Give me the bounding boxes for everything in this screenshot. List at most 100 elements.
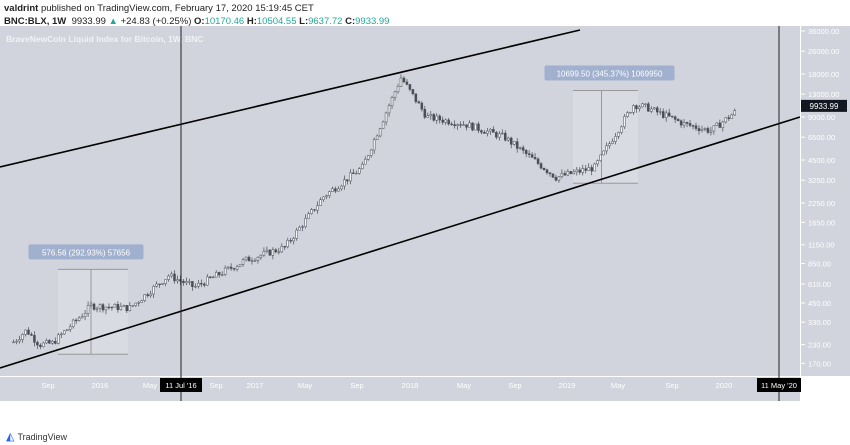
- candle: [501, 132, 504, 135]
- candle: [644, 103, 647, 105]
- tradingview-icon: ◭: [6, 431, 15, 443]
- candle: [322, 196, 325, 200]
- candle: [495, 132, 498, 138]
- close-label: C:: [345, 16, 356, 27]
- candle: [411, 89, 415, 95]
- up-arrow-icon: ▲: [108, 16, 118, 27]
- candle: [131, 305, 135, 307]
- price-chart[interactable]: BraveNewCoin Liquid Index for Bitcoin, 1…: [0, 26, 850, 401]
- candle: [217, 272, 221, 276]
- change: +24.83 (+0.25%): [120, 16, 192, 27]
- candle: [498, 133, 501, 138]
- candle: [24, 329, 27, 335]
- time-axis[interactable]: [0, 377, 800, 401]
- candle: [572, 171, 576, 174]
- candle: [667, 112, 671, 117]
- price-tick-label: 3250.00: [808, 176, 835, 185]
- candle: [182, 280, 185, 284]
- lower-trendline[interactable]: [0, 116, 801, 369]
- candle: [164, 279, 167, 284]
- candle: [176, 279, 179, 282]
- candle: [200, 283, 203, 285]
- candle: [453, 124, 456, 127]
- candle: [295, 229, 298, 239]
- measure-box[interactable]: [573, 90, 638, 184]
- candle: [352, 172, 355, 174]
- candle: [226, 266, 230, 269]
- candle: [706, 128, 710, 133]
- candle: [566, 171, 570, 176]
- candle: [298, 226, 301, 231]
- candle: [211, 276, 215, 279]
- author[interactable]: valdrint: [4, 3, 39, 14]
- price-axis[interactable]: [801, 26, 850, 376]
- candle: [355, 172, 358, 175]
- candle: [375, 135, 379, 140]
- candle: [530, 154, 534, 158]
- candle: [551, 173, 555, 178]
- candle: [86, 305, 90, 314]
- candle: [408, 84, 412, 90]
- price-tick-label: 18000.00: [808, 70, 839, 79]
- candle: [381, 121, 385, 129]
- candle: [709, 130, 713, 133]
- candle: [328, 191, 331, 196]
- candle: [405, 81, 409, 85]
- candle: [188, 281, 191, 283]
- candle: [313, 209, 316, 211]
- candle: [399, 77, 403, 87]
- candle: [92, 303, 96, 310]
- candle: [310, 209, 313, 214]
- candle: [340, 185, 343, 190]
- candle: [77, 317, 81, 321]
- candle: [733, 110, 736, 116]
- time-tick-label: 2017: [247, 381, 264, 390]
- candle: [21, 334, 24, 340]
- candle: [360, 163, 364, 169]
- candle: [143, 294, 146, 301]
- candle: [536, 158, 540, 164]
- price-tick-label: 126.00: [808, 378, 831, 387]
- candle: [167, 275, 170, 280]
- candle: [256, 256, 260, 261]
- candle: [36, 342, 39, 346]
- price-tick-label: 6500.00: [808, 133, 835, 142]
- time-tick-label: Sep: [350, 381, 363, 390]
- measure-box[interactable]: [58, 269, 128, 355]
- time-tick-label: May: [457, 381, 471, 390]
- candle: [438, 115, 441, 121]
- candle: [527, 153, 531, 155]
- candle: [220, 274, 224, 276]
- tradingview-logo[interactable]: ◭ TradingView: [6, 430, 67, 443]
- candle: [387, 105, 391, 114]
- candle: [682, 122, 686, 126]
- marker-label-1: 11 Jul '16: [165, 381, 196, 390]
- candle: [232, 268, 236, 270]
- candle: [104, 306, 108, 311]
- candle: [203, 283, 206, 286]
- candle: [605, 145, 608, 152]
- candle: [158, 283, 161, 286]
- candle: [554, 177, 558, 181]
- candle: [587, 167, 590, 171]
- candle: [593, 163, 596, 172]
- candle: [420, 102, 424, 110]
- candle: [334, 188, 337, 192]
- candle: [229, 266, 233, 269]
- candle: [384, 112, 388, 123]
- candle: [280, 246, 284, 253]
- candle: [173, 273, 176, 282]
- candle: [128, 305, 132, 312]
- high-label: H:: [246, 16, 257, 27]
- open-value: 10170.46: [204, 16, 245, 27]
- legend: BraveNewCoin Liquid Index for Bitcoin, 1…: [6, 34, 203, 44]
- candle: [465, 124, 468, 128]
- upper-trendline[interactable]: [0, 29, 581, 168]
- candle: [417, 101, 421, 104]
- candle: [134, 302, 138, 306]
- candle: [223, 267, 227, 275]
- time-tick-label: May: [298, 381, 312, 390]
- candle: [125, 305, 129, 312]
- candle: [703, 128, 707, 130]
- candle: [402, 77, 406, 83]
